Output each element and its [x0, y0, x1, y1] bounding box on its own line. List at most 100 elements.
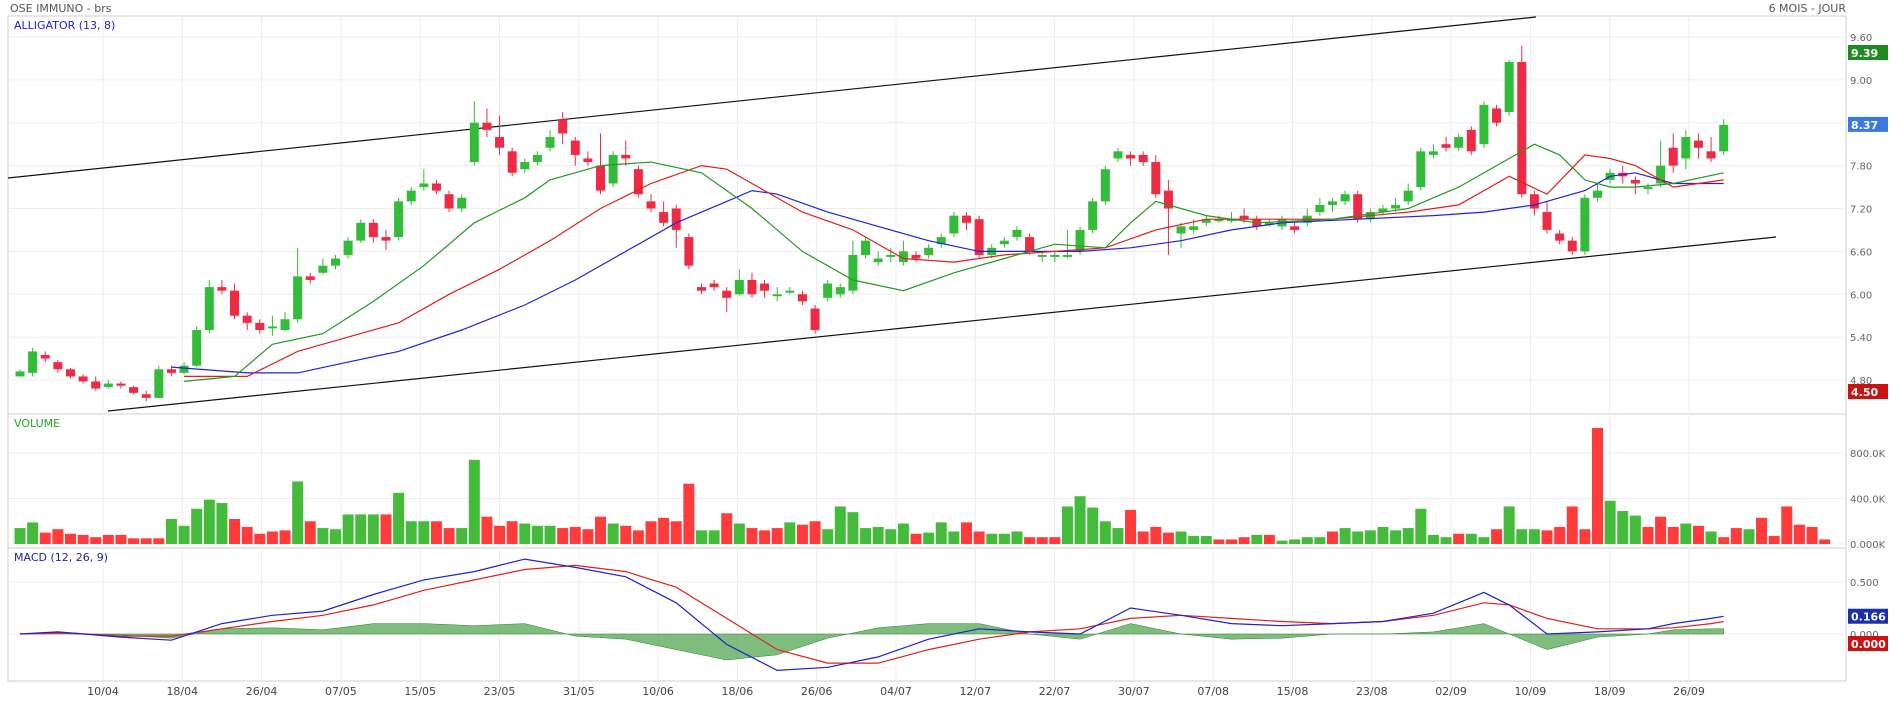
volume-bar[interactable] — [557, 528, 569, 544]
volume-bar[interactable] — [140, 538, 152, 544]
candle-body[interactable] — [1479, 104, 1489, 145]
candle-body[interactable] — [230, 290, 240, 316]
volume-bar[interactable] — [1175, 531, 1187, 544]
volume-bar[interactable] — [39, 532, 51, 544]
candle-body[interactable] — [1391, 204, 1401, 209]
candle-body[interactable] — [1441, 144, 1451, 148]
candle-body[interactable] — [1151, 162, 1161, 195]
candle-body[interactable] — [1340, 194, 1350, 202]
volume-bar[interactable] — [330, 529, 341, 544]
volume-bar[interactable] — [1819, 539, 1831, 544]
candle-body[interactable] — [1189, 226, 1199, 230]
volume-bar[interactable] — [1390, 530, 1402, 544]
volume-bar[interactable] — [367, 514, 379, 544]
candle-body[interactable] — [558, 119, 568, 134]
candle-body[interactable] — [78, 376, 88, 382]
volume-bar[interactable] — [961, 522, 972, 544]
volume-bar[interactable] — [14, 528, 26, 544]
candle-body[interactable] — [507, 151, 517, 173]
candle-body[interactable] — [1504, 62, 1514, 113]
volume-bar[interactable] — [935, 522, 947, 544]
candle-body[interactable] — [394, 201, 404, 238]
volume-bar[interactable] — [102, 534, 114, 544]
volume-bar[interactable] — [254, 533, 266, 544]
candle-body[interactable] — [1100, 169, 1110, 202]
candle-body[interactable] — [848, 254, 858, 291]
candle-body[interactable] — [103, 383, 113, 388]
volume-bar[interactable] — [380, 514, 392, 544]
volume-bar[interactable] — [695, 530, 707, 544]
candle-body[interactable] — [1113, 151, 1123, 159]
volume-bar[interactable] — [923, 532, 935, 544]
volume-bar[interactable] — [1718, 537, 1730, 544]
candle-body[interactable] — [949, 215, 959, 234]
volume-bar[interactable] — [266, 531, 278, 544]
candle-body[interactable] — [646, 201, 656, 209]
channel-lower-line[interactable] — [107, 236, 1777, 412]
candle-body[interactable] — [1403, 190, 1413, 202]
candle-body[interactable] — [293, 276, 303, 320]
candle-body[interactable] — [305, 276, 315, 280]
volume-bar[interactable] — [115, 534, 127, 544]
volume-bar[interactable] — [430, 521, 442, 544]
volume-bar[interactable] — [872, 526, 884, 544]
volume-bar[interactable] — [1087, 507, 1099, 544]
candle-body[interactable] — [1542, 212, 1552, 230]
candle-body[interactable] — [532, 154, 542, 163]
volume-bar[interactable] — [595, 516, 607, 544]
volume-bar[interactable] — [229, 518, 241, 544]
candle-body[interactable] — [1050, 254, 1060, 257]
volume-bar[interactable] — [279, 530, 291, 544]
volume-bar[interactable] — [607, 523, 619, 544]
volume-bar[interactable] — [1768, 536, 1780, 544]
candle-body[interactable] — [1227, 219, 1237, 222]
volume-bar[interactable] — [1793, 524, 1805, 544]
volume-bar[interactable] — [317, 528, 329, 544]
volume-bar[interactable] — [393, 492, 405, 544]
candle-body[interactable] — [962, 215, 971, 223]
candle-body[interactable] — [974, 219, 984, 255]
volume-bar[interactable] — [1125, 509, 1137, 544]
volume-bar[interactable] — [481, 516, 493, 544]
volume-bar[interactable] — [1554, 526, 1566, 544]
volume-bar[interactable] — [1756, 517, 1768, 544]
candle-body[interactable] — [1353, 194, 1363, 220]
volume-bar[interactable] — [1642, 526, 1654, 544]
candle-body[interactable] — [1567, 240, 1577, 252]
candle-body[interactable] — [596, 165, 606, 191]
volume-bar[interactable] — [342, 514, 354, 544]
volume-bar[interactable] — [582, 529, 594, 544]
candle-body[interactable] — [659, 212, 669, 223]
volume-bar[interactable] — [1049, 537, 1061, 544]
candle-body[interactable] — [141, 394, 151, 398]
candle-body[interactable] — [444, 194, 454, 209]
volume-bar[interactable] — [948, 531, 960, 544]
candle-body[interactable] — [1656, 165, 1666, 184]
volume-bar[interactable] — [796, 524, 808, 544]
volume-bar[interactable] — [191, 508, 203, 544]
volume-bar[interactable] — [910, 533, 922, 544]
volume-bar[interactable] — [77, 534, 89, 544]
candle-body[interactable] — [709, 283, 719, 288]
volume-bar[interactable] — [506, 521, 518, 544]
volume-bar[interactable] — [1200, 536, 1212, 544]
candle-body[interactable] — [1555, 233, 1565, 241]
volume-bar[interactable] — [355, 514, 367, 544]
channel-upper-line[interactable] — [7, 16, 1537, 179]
volume-bar[interactable] — [721, 513, 733, 544]
candle-body[interactable] — [331, 258, 340, 266]
volume-bar[interactable] — [1314, 537, 1326, 544]
volume-bar[interactable] — [1162, 532, 1174, 544]
candle-body[interactable] — [1037, 254, 1047, 257]
volume-bar[interactable] — [1655, 516, 1667, 544]
candle-body[interactable] — [1693, 140, 1703, 148]
candle-body[interactable] — [204, 287, 214, 330]
volume-bar[interactable] — [1289, 539, 1301, 544]
candle-body[interactable] — [747, 279, 757, 295]
volume-bar[interactable] — [1137, 531, 1149, 544]
volume-bar[interactable] — [1188, 536, 1200, 544]
volume-bar[interactable] — [683, 483, 695, 544]
candle-body[interactable] — [1088, 201, 1098, 230]
candle-body[interactable] — [760, 283, 770, 291]
candle-body[interactable] — [53, 362, 63, 370]
